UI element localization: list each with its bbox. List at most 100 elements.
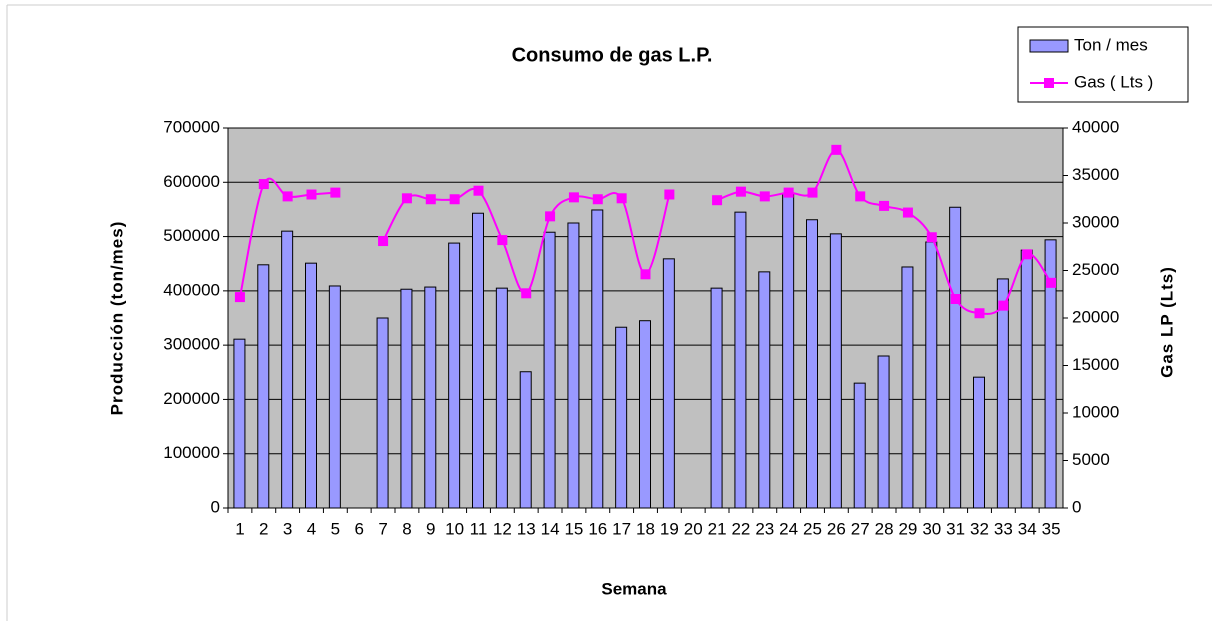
marker (712, 195, 723, 206)
bar (877, 355, 890, 509)
marker (664, 189, 675, 200)
marker (807, 187, 818, 198)
marker (306, 189, 317, 200)
marker (449, 194, 460, 205)
bar (448, 242, 461, 509)
y-tick-label: 200000 (163, 389, 220, 408)
y2-tick-label: 15000 (1072, 355, 1119, 374)
x-tick-label: 1 (235, 519, 244, 538)
bar (1020, 249, 1033, 509)
x-tick-label: 12 (493, 519, 512, 538)
bar (376, 317, 389, 509)
bar (328, 285, 341, 509)
bar (257, 264, 270, 509)
marker (950, 294, 961, 304)
bar (567, 222, 580, 509)
x-tick-label: 13 (517, 519, 536, 538)
x-tick-label: 32 (970, 519, 989, 538)
x-tick-label: 29 (898, 519, 917, 538)
marker (378, 236, 389, 247)
legend-marker (1044, 78, 1054, 88)
x-tick-label: 15 (564, 519, 583, 538)
y-tick-label: 100000 (163, 443, 220, 462)
marker (521, 288, 532, 299)
bar (782, 192, 795, 509)
marker (425, 194, 436, 205)
bar (829, 233, 842, 509)
bar (233, 338, 246, 509)
y2-tick-label: 5000 (1072, 450, 1110, 469)
y-tick-label: 700000 (163, 117, 220, 136)
marker (258, 179, 269, 190)
x-tick-label: 8 (402, 519, 411, 538)
marker (282, 191, 293, 202)
x-tick-label: 27 (851, 519, 870, 538)
bar (281, 230, 294, 509)
x-tick-label: 17 (612, 519, 631, 538)
marker (473, 185, 484, 196)
y-tick-label: 300000 (163, 335, 220, 354)
x-tick-label: 6 (354, 519, 363, 538)
y2-tick-label: 20000 (1072, 307, 1119, 326)
marker (926, 232, 937, 243)
marker (330, 187, 341, 198)
marker (616, 193, 627, 204)
bar (615, 326, 628, 509)
x-tick-label: 21 (708, 519, 727, 538)
marker (1022, 249, 1033, 260)
y-tick-label: 500000 (163, 226, 220, 245)
legend-label: Ton / mes (1074, 35, 1148, 54)
bar (519, 371, 532, 509)
x-tick-label: 3 (283, 519, 292, 538)
bar (925, 241, 938, 509)
marker (783, 187, 794, 198)
marker (831, 144, 842, 155)
bar (1044, 239, 1057, 509)
marker (1046, 277, 1057, 288)
y-tick-label: 0 (211, 497, 220, 516)
x-tick-label: 31 (946, 519, 965, 538)
bar (949, 206, 962, 509)
chart-title: Consumo de gas L.P. (512, 44, 713, 66)
x-tick-label: 35 (1042, 519, 1061, 538)
legend-label: Gas ( Lts ) (1074, 72, 1153, 91)
bar (662, 258, 675, 509)
y2-tick-label: 10000 (1072, 402, 1119, 421)
y-axis-label: Producción (ton/mes) (107, 221, 126, 416)
bar (400, 288, 413, 509)
x-tick-label: 2 (259, 519, 268, 538)
marker (568, 192, 579, 203)
bar (996, 278, 1009, 509)
bar (543, 231, 556, 509)
x-tick-label: 34 (1018, 519, 1037, 538)
marker (879, 200, 890, 211)
x-tick-label: 33 (994, 519, 1013, 538)
x-tick-label: 23 (755, 519, 774, 538)
y2-tick-label: 40000 (1072, 117, 1119, 136)
x-tick-label: 14 (541, 519, 560, 538)
bar (639, 320, 651, 509)
bar (973, 376, 985, 509)
y2-tick-label: 30000 (1072, 212, 1119, 231)
bar (305, 262, 317, 509)
bar (591, 209, 604, 509)
y2-tick-label: 0 (1072, 497, 1081, 516)
legend-swatch (1029, 39, 1069, 53)
x-tick-label: 4 (307, 519, 316, 538)
x-tick-label: 25 (803, 519, 822, 538)
y2-tick-label: 25000 (1072, 260, 1119, 279)
y-tick-label: 600000 (163, 172, 220, 191)
marker (640, 269, 651, 280)
marker (497, 235, 508, 246)
bar (472, 212, 484, 509)
x-tick-label: 11 (470, 519, 488, 538)
marker (974, 308, 985, 319)
x-tick-label: 20 (684, 519, 703, 538)
x-tick-label: 26 (827, 519, 846, 538)
x-tick-label: 10 (445, 519, 464, 538)
bar (806, 219, 818, 509)
x-tick-label: 22 (731, 519, 750, 538)
bar (758, 271, 771, 509)
y-tick-label: 400000 (163, 280, 220, 299)
